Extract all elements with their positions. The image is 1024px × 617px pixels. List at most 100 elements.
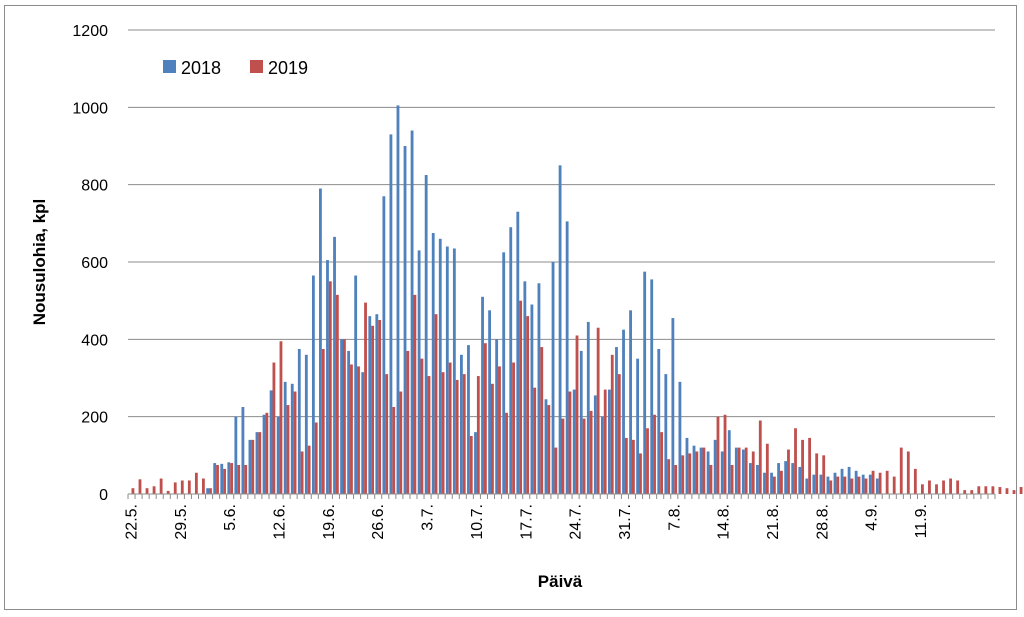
bar-2019 [364, 302, 367, 494]
chart-frame [4, 5, 1017, 610]
bar-2019 [1019, 487, 1023, 494]
bar-2018 [389, 134, 393, 494]
bar-2018 [622, 329, 625, 494]
bar-2018 [819, 474, 823, 494]
x-axis-title: Päivä [538, 572, 583, 591]
bar-2019 [949, 478, 952, 494]
x-tick-label: 14.8. [716, 504, 733, 540]
bar-2018 [262, 414, 266, 494]
bar-2018 [467, 345, 470, 494]
bar-2019 [378, 320, 382, 494]
bar-2018 [481, 296, 484, 494]
bar-2018 [579, 350, 583, 494]
gridlines [128, 29, 995, 418]
bar-2018 [875, 478, 879, 494]
bar-2018 [685, 437, 689, 494]
bar-2018 [593, 395, 597, 494]
bar-2019 [702, 447, 706, 494]
x-tick-label: 31.7. [617, 504, 634, 540]
bar-2018 [756, 465, 759, 494]
bar-2018 [777, 463, 781, 494]
bar-2018 [340, 339, 343, 494]
y-tick-label: 200 [81, 410, 108, 427]
x-tick-label: 26.6. [370, 504, 387, 540]
bar-2019 [772, 476, 776, 494]
bar-2019 [815, 453, 819, 494]
bar-2018 [424, 175, 428, 494]
bar-2019 [617, 374, 621, 494]
bar-2019 [300, 451, 304, 494]
bar-2019 [491, 383, 494, 494]
x-tick-label: 29.5. [173, 504, 190, 540]
bar-2019 [829, 480, 833, 494]
x-tick-label: 12.6. [272, 504, 289, 540]
bar-2018 [643, 271, 647, 494]
bar-2019 [991, 486, 995, 494]
bar-2019 [963, 490, 967, 494]
bar-2019 [498, 366, 501, 494]
bar-2019 [131, 488, 135, 494]
bar-2018 [417, 250, 421, 494]
bar-2019 [335, 294, 339, 494]
bar-2019 [216, 465, 219, 494]
bar-2019 [413, 294, 417, 494]
bar-2019 [575, 335, 579, 494]
bar-2018 [734, 447, 738, 494]
bar-2018 [657, 349, 661, 494]
bar-2019 [321, 349, 325, 494]
bar-2019 [787, 449, 790, 494]
bar-2018 [283, 381, 287, 494]
bar-2018 [523, 281, 527, 494]
bar-2019 [512, 362, 515, 494]
x-tick-label: 7.8. [666, 504, 683, 531]
y-tick-label: 1200 [72, 23, 108, 40]
bar-2018 [671, 318, 675, 494]
bar-2019 [808, 437, 812, 494]
bar-2019 [554, 447, 558, 494]
bar-2018 [600, 416, 604, 494]
bar-2018 [805, 478, 809, 494]
bar-2018 [354, 275, 358, 494]
bar-2019 [180, 480, 184, 494]
bar-2018 [868, 474, 872, 494]
bar-2019 [723, 414, 727, 494]
x-tick-label: 10.7. [469, 504, 486, 540]
bar-2019 [469, 436, 473, 494]
bar-2018 [558, 165, 562, 494]
bar-2018 [847, 466, 851, 494]
bar-2018 [713, 439, 717, 494]
bar-2018 [382, 196, 386, 494]
bar-2018 [572, 389, 576, 494]
legend: 2018 2019 [163, 58, 308, 78]
bar-2018 [798, 466, 802, 494]
x-tick-label: 11.9. [913, 504, 930, 538]
bar-2019 [744, 447, 748, 494]
bar-2018 [664, 374, 668, 494]
bar-2019 [843, 476, 847, 494]
bar-2018 [833, 472, 837, 494]
bar-2019 [984, 486, 988, 494]
bar-2019 [420, 358, 424, 494]
bar-2019 [688, 453, 692, 494]
bar-2019 [265, 412, 269, 494]
bar-2019 [878, 472, 882, 494]
bar-2019 [526, 316, 530, 494]
bar-2018 [861, 474, 865, 494]
bar-2018 [678, 381, 682, 494]
bar-2019 [596, 327, 600, 494]
x-tick-label: 5.6. [222, 504, 239, 531]
bar-2019 [646, 428, 649, 494]
bar-2018 [826, 476, 830, 494]
bar-2019 [899, 447, 903, 494]
bar-2018 [220, 463, 224, 494]
legend-swatch-2019 [250, 60, 263, 73]
bar-2018 [248, 439, 252, 494]
bar-2019 [314, 422, 318, 494]
bar-2019 [307, 445, 311, 494]
legend-label-2019: 2019 [268, 58, 308, 78]
bar-2018 [636, 358, 640, 494]
bar-2019 [758, 420, 762, 494]
bar-2019 [392, 407, 396, 494]
bar-2018 [452, 248, 456, 494]
bar-2019 [194, 472, 198, 494]
